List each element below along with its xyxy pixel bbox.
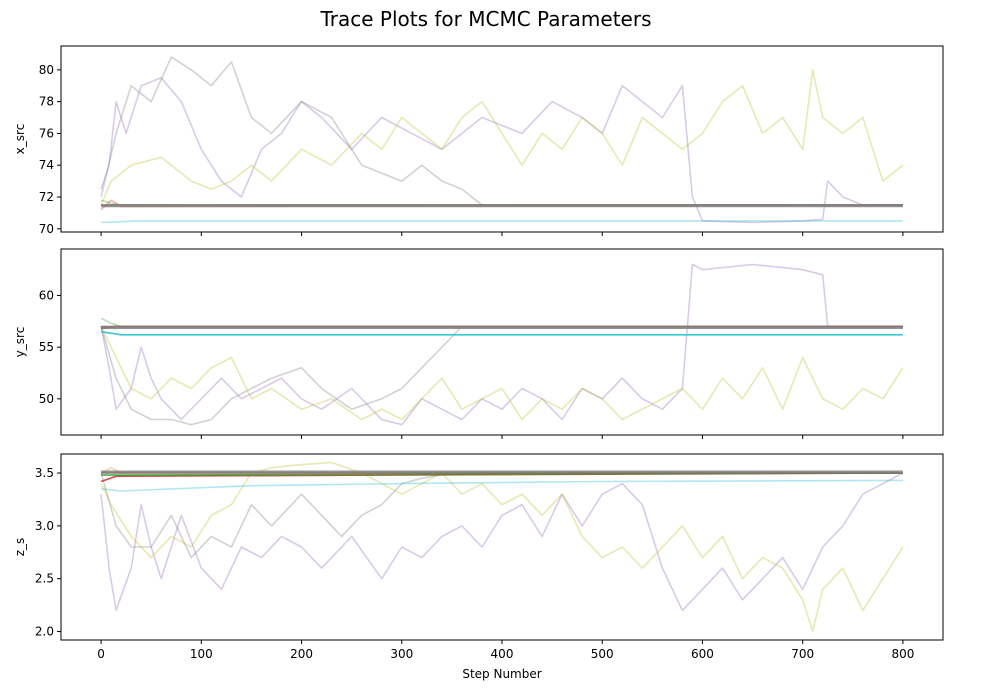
trace-line-z_s-2 [100,461,904,633]
x-tick-label: 800 [891,647,914,661]
trace-line-x_src-0 [100,77,903,224]
series-group [100,461,904,633]
trace-line-y_src-2 [100,326,904,421]
axes-frame [60,45,944,233]
x-tick-label: 0 [97,647,105,661]
trace-line-z_s-0 [100,472,904,612]
trace-line-z_s-1 [100,472,903,559]
trace-line-y_src-4 [100,317,903,328]
panel-z_s: 2.0 2.5 3.0 3.5 0 100 200 300 400 500 600 700 800 z_s [13,453,944,661]
y-tick-label: 74 [39,158,54,172]
x-tick-label: 200 [290,647,313,661]
y-tick-label: 80 [39,63,54,77]
y-tick-label: 70 [39,222,54,236]
x-tick-label: 500 [591,647,614,661]
trace-line-x_src-2 [100,69,904,206]
y-axis-label: z_s [13,538,27,557]
series-group [100,56,904,224]
y-tick-label: 76 [39,126,54,140]
x-tick-label: 300 [390,647,413,661]
trace-line-y_src-3 [100,330,903,336]
x-tick-label: 600 [691,647,714,661]
y-tick-label: 50 [39,392,54,406]
y-tick-label: 55 [39,340,54,354]
x-tick-label: 100 [190,647,213,661]
y-tick-label: 60 [39,289,54,303]
trace-line-z_s-3 [101,479,903,492]
y-axis-label: x_src [13,124,27,155]
y-tick-label: 2.0 [35,625,54,639]
y-axis-label: y_src [13,327,27,358]
x-axis-label: Step Number [462,667,541,681]
y-tick-label: 72 [39,190,54,204]
y-tick-label: 3.5 [35,466,54,480]
trace-line-y_src-0 [100,263,903,426]
figure-title: Trace Plots for MCMC Parameters [319,7,651,31]
y-tick-label: 3.0 [35,519,54,533]
y-tick-label: 78 [39,95,54,109]
trace-line-x_src-3 [101,220,903,224]
panel-x_src: 70 72 74 76 78 80 x_src [13,45,944,236]
trace-line-y_src-1 [100,325,903,426]
x-tick-label: 700 [791,647,814,661]
y-tick-label: 2.5 [35,572,54,586]
series-group [100,263,904,426]
x-tick-label: 400 [491,647,514,661]
trace-panels: 70 72 74 76 78 80 x_src 50 55 60 y_src 2.0 2.5 3.0 3.5… [13,45,944,681]
panel-y_src: 50 55 60 y_src [13,248,944,439]
trace-line-x_src-1 [100,56,903,206]
